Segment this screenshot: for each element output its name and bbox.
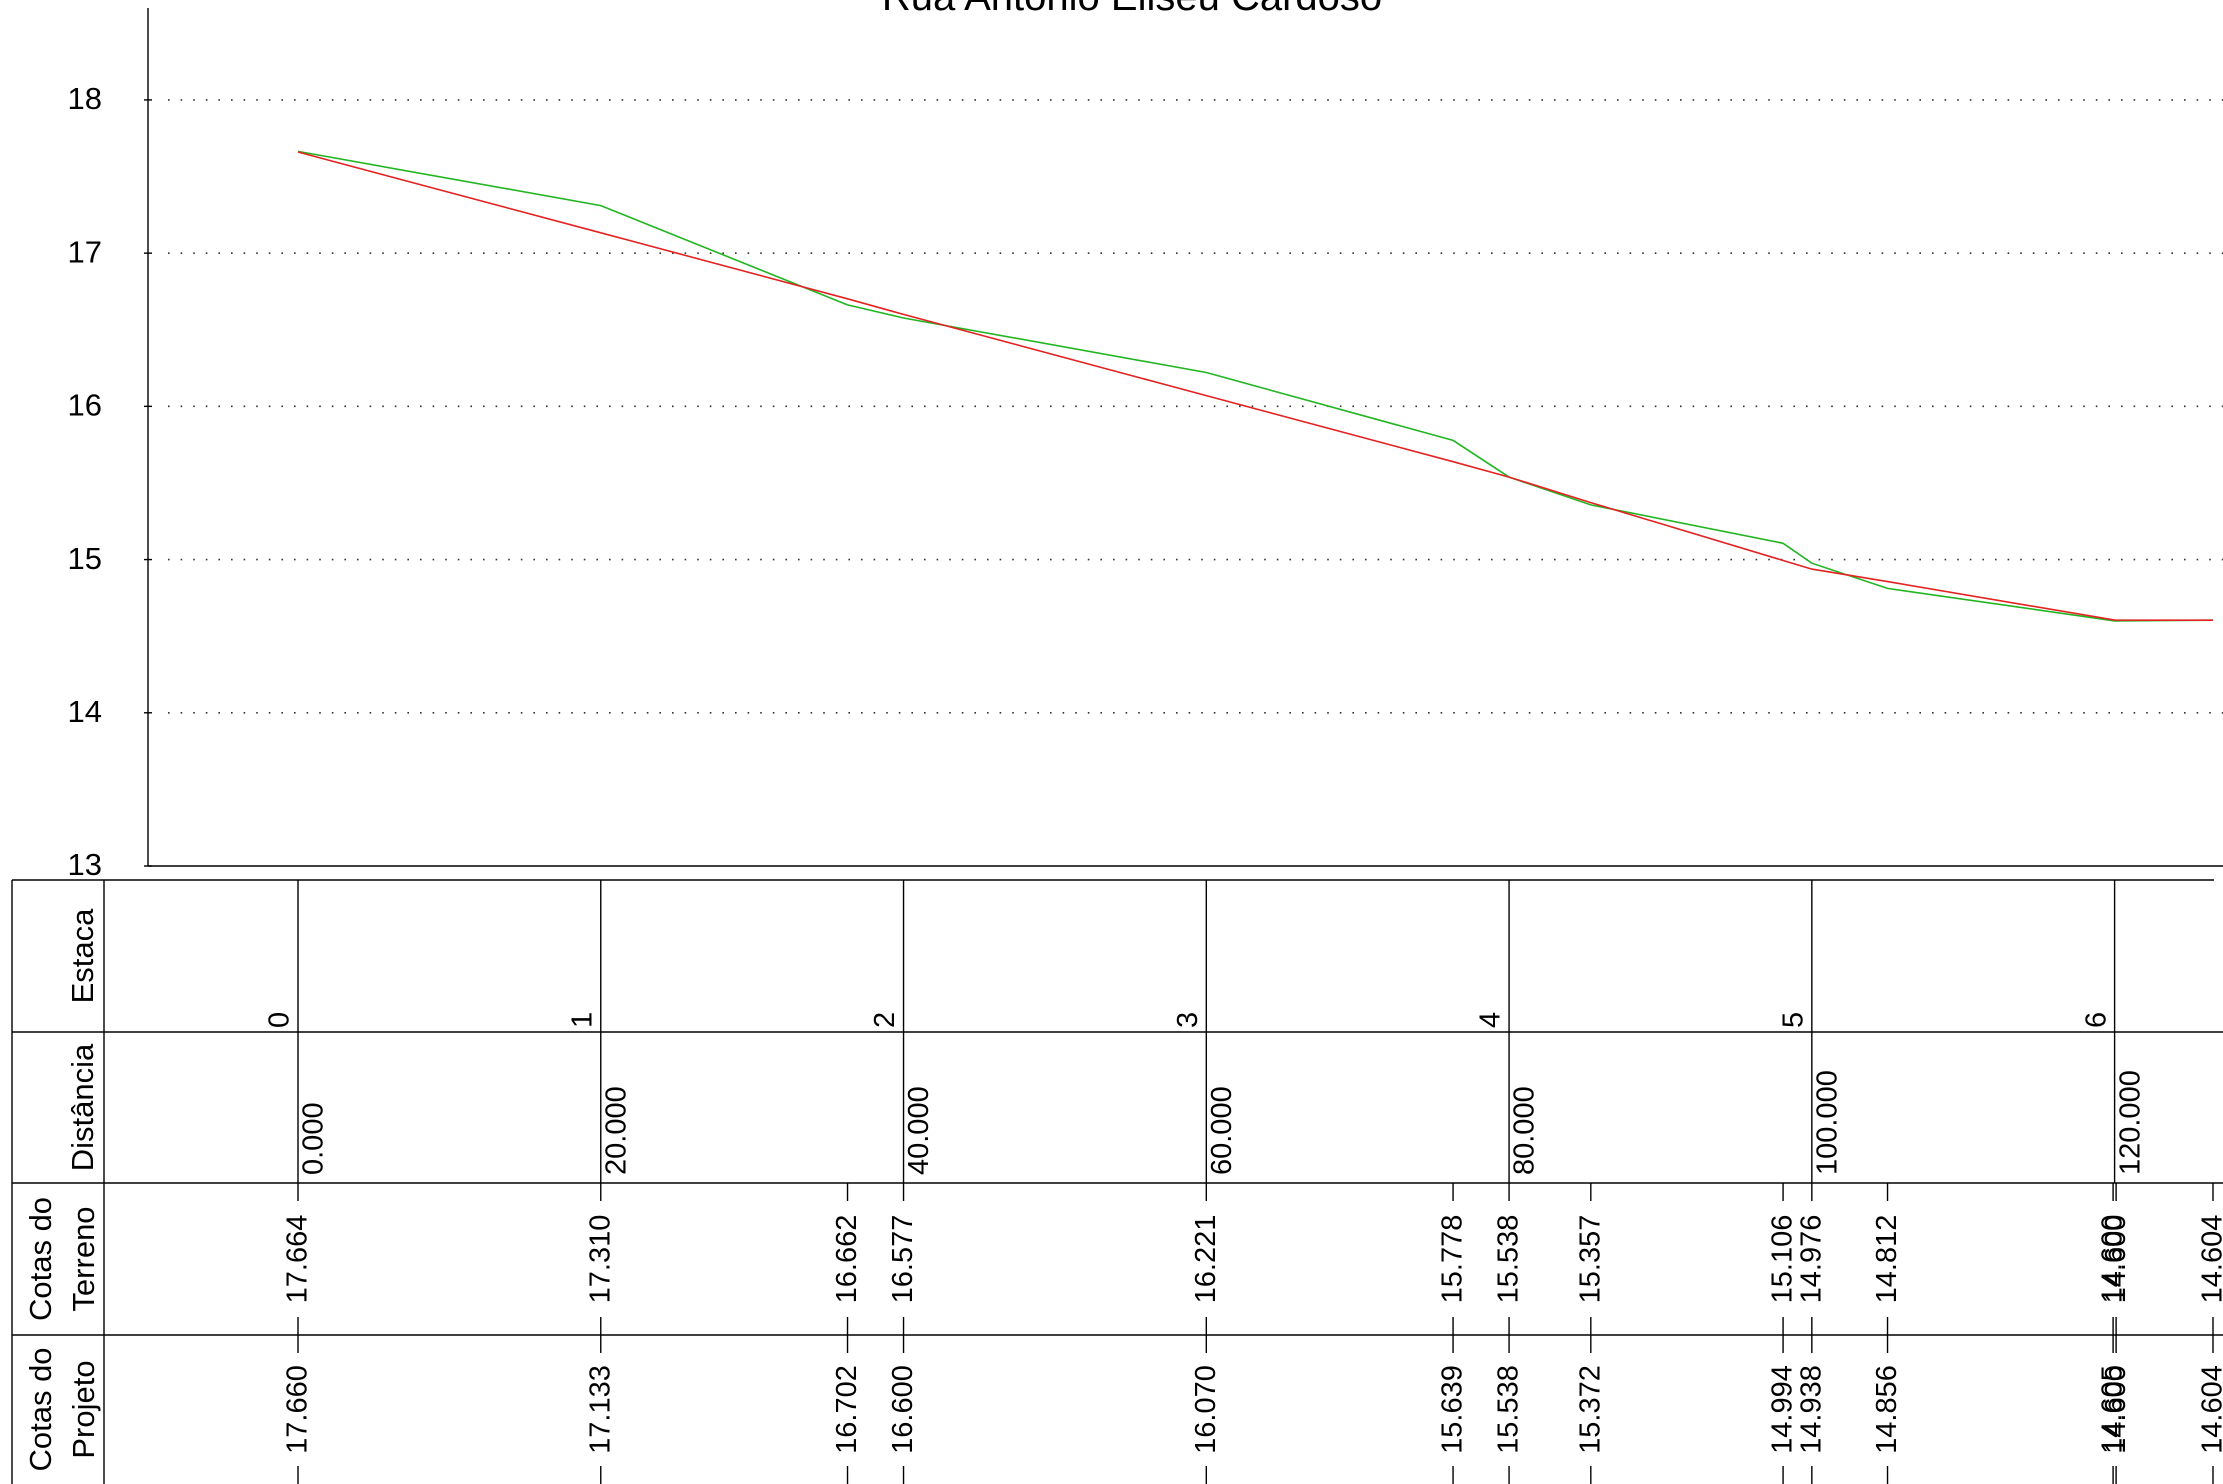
y-tick-label: 15 [68, 541, 102, 576]
cota-projeto-label: 17.133 [584, 1365, 616, 1454]
cota-projeto-label: 14.605 [2097, 1365, 2129, 1454]
row-label: Cotas do [23, 1347, 58, 1471]
cota-projeto-label: 14.856 [1871, 1365, 1903, 1454]
cota-projeto-label: 14.604 [2197, 1365, 2223, 1454]
cota-terreno-label: 14.976 [1795, 1215, 1827, 1304]
estaca-label: 2 [869, 1012, 901, 1028]
cota-terreno-label: 16.662 [831, 1215, 863, 1304]
cota-projeto-label: 15.372 [1574, 1365, 1606, 1454]
cota-terreno-label: 17.664 [282, 1215, 314, 1304]
cota-projeto-label: 15.639 [1437, 1365, 1469, 1454]
grid-lines [168, 99, 2223, 714]
cota-projeto-label: 14.600 [2100, 1365, 2132, 1454]
cota-projeto-label: 16.070 [1190, 1365, 1222, 1454]
cota-terreno-label: 15.106 [1767, 1215, 1799, 1304]
cota-projeto-label: 14.994 [1767, 1365, 1799, 1454]
y-tick-label: 14 [68, 694, 102, 729]
estaca-label: 1 [566, 1012, 598, 1028]
series-lines [297, 150, 2214, 622]
distancia-label: 40.000 [903, 1086, 935, 1175]
row-label: Distância [65, 1043, 100, 1171]
series-line-projeto [297, 151, 2214, 622]
distancia-label: 120.000 [2114, 1070, 2146, 1175]
distancia-label: 0.000 [298, 1102, 330, 1175]
cota-projeto-label: 16.600 [887, 1365, 919, 1454]
cota-projeto-label: 15.538 [1493, 1365, 1525, 1454]
estaca-label: 3 [1172, 1012, 1204, 1028]
cota-terreno-label: 15.357 [1574, 1215, 1606, 1304]
cota-terreno-label: 16.577 [887, 1215, 919, 1304]
cota-terreno-label: 15.538 [1493, 1215, 1525, 1304]
estaca-label: 0 [264, 1012, 296, 1028]
y-tick-label: 16 [68, 388, 102, 423]
y-tick-label: 17 [68, 234, 102, 269]
row-label: Projeto [66, 1360, 101, 1458]
y-tick-label: 13 [68, 847, 102, 882]
y-tick-label: 18 [68, 81, 102, 116]
distancia-label: 60.000 [1206, 1086, 1238, 1175]
distancia-label: 20.000 [600, 1086, 632, 1175]
cota-projeto-label: 14.938 [1795, 1365, 1827, 1454]
chart-title: Rua Antonio Eliseu Cardoso [882, 0, 1382, 19]
estaca-label: 5 [1777, 1012, 1809, 1028]
cota-terreno-label: 14.604 [2197, 1215, 2223, 1304]
cota-projeto-label: 16.702 [831, 1365, 863, 1454]
cota-terreno-label: 14.600 [2097, 1215, 2129, 1304]
distancia-label: 100.000 [1811, 1070, 1843, 1175]
row-label: Terreno [66, 1206, 101, 1311]
cota-terreno-label: 14.600 [2100, 1215, 2132, 1304]
row-label: Estaca [65, 908, 100, 1004]
cota-terreno-label: 15.778 [1437, 1215, 1469, 1304]
cota-terreno-label: 17.310 [584, 1215, 616, 1304]
cota-terreno-label: 14.812 [1871, 1215, 1903, 1304]
row-label: Cotas do [23, 1197, 58, 1321]
estaca-label: 6 [2080, 1012, 2112, 1028]
cota-projeto-label: 17.660 [282, 1365, 314, 1454]
series-line-terreno [297, 150, 2214, 622]
y-axis: 13 14 15 16 17 18 [68, 8, 2223, 882]
distancia-label: 80.000 [1509, 1086, 1541, 1175]
cota-terreno-label: 16.221 [1190, 1215, 1222, 1304]
estaca-label: 4 [1475, 1012, 1507, 1028]
